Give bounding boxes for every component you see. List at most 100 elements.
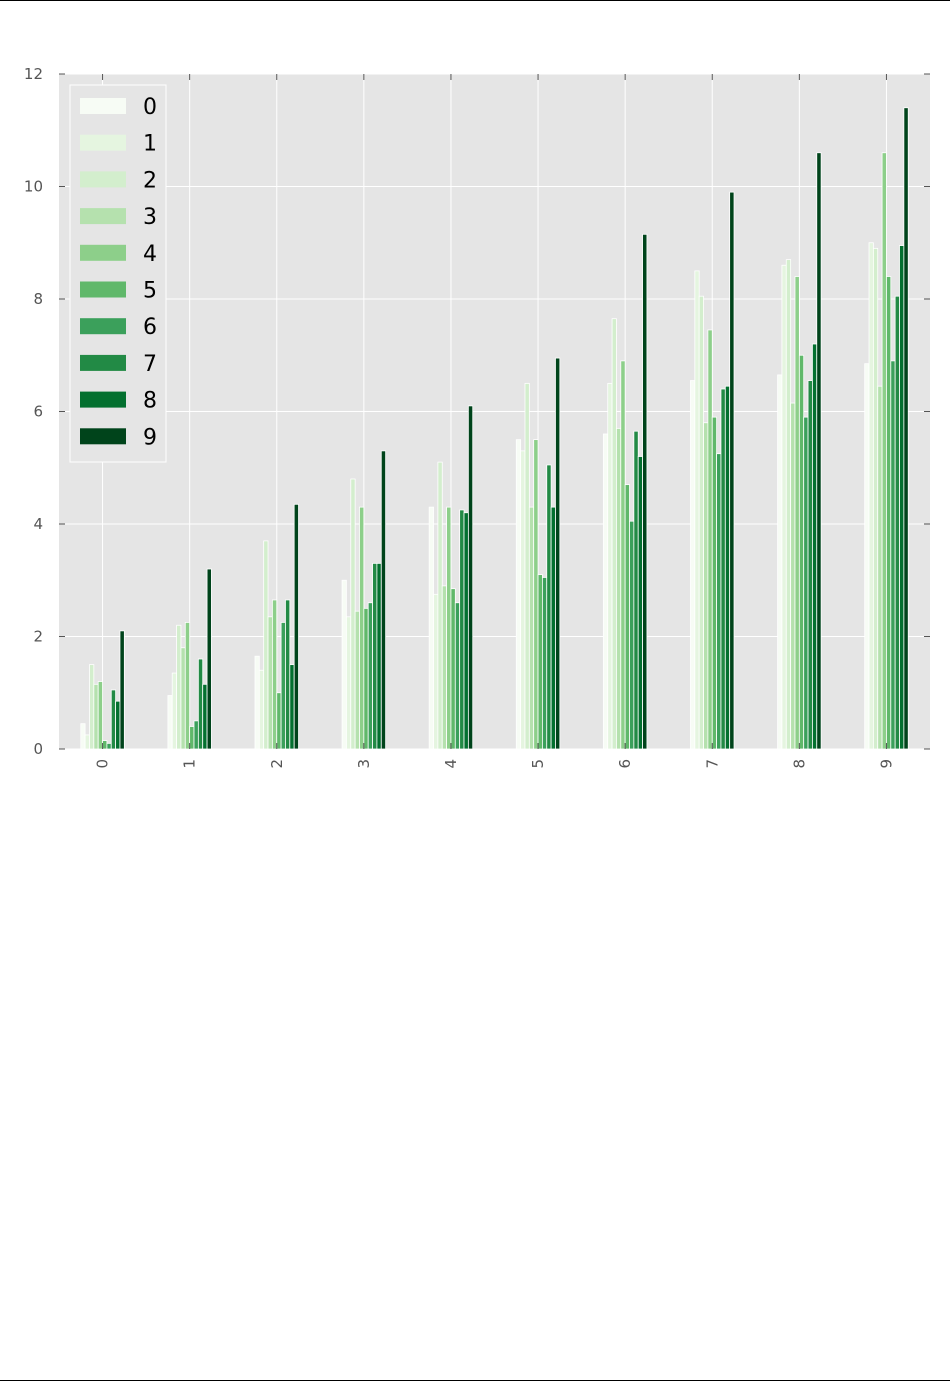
bar-series-7-cat-5: [546, 464, 552, 750]
bar-series-4-cat-0: [97, 681, 103, 750]
bar-series-2-cat-5: [524, 382, 530, 750]
bar-series-9-cat-9: [903, 107, 909, 750]
bar-series-3-cat-9: [877, 385, 883, 750]
bottom-rule: [0, 1380, 950, 1381]
bar-series-5-cat-4: [450, 588, 456, 750]
x-tick-label: 3: [355, 759, 373, 769]
y-tick-label: 0: [33, 740, 43, 758]
bar-series-7-cat-8: [807, 380, 813, 750]
bar-series-8-cat-5: [550, 506, 556, 750]
bar-series-3-cat-7: [703, 422, 709, 750]
bar-series-8-cat-4: [463, 512, 469, 750]
bar-series-4-cat-9: [881, 152, 887, 750]
bar-series-3-cat-3: [354, 610, 360, 750]
bar-series-0-cat-0: [80, 723, 86, 750]
legend-swatch-7: [80, 354, 126, 371]
top-rule: [0, 0, 950, 1]
bar-series-8-cat-2: [289, 664, 295, 750]
bar-series-4-cat-6: [620, 360, 626, 750]
x-tick-label: 8: [790, 759, 808, 769]
bar-series-5-cat-1: [189, 726, 195, 750]
bar-series-9-cat-5: [555, 357, 561, 750]
legend-swatch-5: [80, 281, 126, 298]
bar-series-2-cat-3: [350, 478, 356, 750]
legend-swatch-9: [80, 428, 126, 445]
y-tick-labels: 0 2 4 6 8 10 12: [24, 65, 43, 758]
legend-label: 9: [143, 425, 157, 450]
bar-series-0-cat-7: [690, 380, 696, 750]
bar-series-6-cat-4: [454, 602, 461, 750]
bar-series-8-cat-3: [376, 562, 382, 750]
bar-series-5-cat-6: [624, 484, 630, 750]
bar-series-3-cat-0: [93, 683, 99, 750]
bar-series-9-cat-6: [642, 233, 648, 750]
bar-series-0-cat-8: [777, 374, 783, 750]
legend-label: 1: [143, 132, 157, 157]
bar-series-9-cat-2: [293, 503, 299, 750]
bar-series-1-cat-9: [868, 242, 874, 750]
bar-series-7-cat-0: [110, 689, 117, 750]
bar-series-1-cat-0: [84, 734, 90, 750]
bar-series-6-cat-3: [367, 602, 373, 750]
bar-series-1-cat-2: [258, 669, 265, 750]
bar-series-5-cat-0: [102, 740, 108, 750]
bar-series-9-cat-4: [467, 405, 474, 750]
bar-series-4-cat-2: [271, 599, 278, 750]
bar-series-4-cat-8: [794, 276, 800, 750]
y-tick-label: 10: [24, 178, 43, 196]
bar-series-6-cat-2: [280, 622, 286, 750]
bar-series-7-cat-4: [459, 509, 465, 750]
y-tick-label: 2: [33, 628, 43, 646]
legend-swatch-2: [80, 171, 126, 188]
bar-series-3-cat-5: [528, 506, 535, 750]
bar-series-5-cat-3: [363, 607, 369, 750]
bar-series-6-cat-6: [629, 520, 635, 750]
bar-series-9-cat-0: [119, 630, 125, 750]
bar-series-7-cat-7: [720, 388, 726, 750]
bar-series-6-cat-0: [106, 742, 112, 750]
bar-series-6-cat-9: [890, 360, 896, 750]
bar-series-9-cat-8: [816, 152, 822, 750]
bar-series-5-cat-9: [886, 276, 892, 750]
bar-series-4-cat-1: [184, 622, 191, 750]
bar-series-0-cat-1: [167, 695, 173, 750]
bar-series-4-cat-4: [446, 506, 452, 750]
bar-series-0-cat-4: [428, 506, 434, 750]
x-tick-label: 6: [616, 759, 634, 769]
legend-label: 3: [143, 205, 157, 230]
bar-series-8-cat-7: [724, 385, 731, 750]
bar-series-2-cat-7: [698, 295, 704, 750]
bar-series-0-cat-2: [254, 655, 260, 750]
bar-series-4-cat-7: [707, 329, 713, 750]
bar-series-9-cat-3: [380, 450, 387, 750]
bar-series-5-cat-2: [276, 692, 282, 750]
bar-series-7-cat-3: [372, 562, 378, 750]
bar-series-9-cat-1: [206, 568, 212, 750]
x-tick-labels: 0 1 2 3 4 5 6 7 8 9: [94, 759, 896, 769]
bar-series-4-cat-5: [533, 439, 539, 750]
bar-series-8-cat-8: [812, 343, 818, 750]
legend-swatch-8: [80, 391, 126, 408]
bars: [80, 107, 909, 750]
bar-series-0-cat-5: [515, 439, 522, 750]
bar-series-6-cat-7: [716, 453, 722, 750]
legend-swatch-3: [80, 208, 126, 225]
legend-label: 6: [143, 315, 157, 340]
bar-series-3-cat-8: [790, 402, 796, 750]
bar-series-2-cat-4: [437, 461, 443, 750]
bar-series-1-cat-6: [607, 382, 613, 750]
x-tick-label: 1: [181, 759, 199, 769]
bar-series-7-cat-6: [633, 430, 639, 750]
bar-series-3-cat-2: [267, 616, 273, 750]
bar-series-1-cat-4: [433, 593, 439, 750]
legend-swatch-6: [80, 318, 126, 335]
bar-series-8-cat-6: [637, 456, 643, 750]
bar-series-0-cat-6: [602, 433, 609, 750]
axis-ticks: [59, 73, 930, 750]
y-tick-label: 12: [24, 65, 43, 83]
y-tick-label: 6: [33, 403, 43, 421]
bar-series-1-cat-3: [346, 616, 352, 750]
x-tick-label: 2: [268, 759, 286, 769]
x-tick-label: 0: [94, 759, 112, 769]
legend-label: 4: [143, 242, 157, 267]
